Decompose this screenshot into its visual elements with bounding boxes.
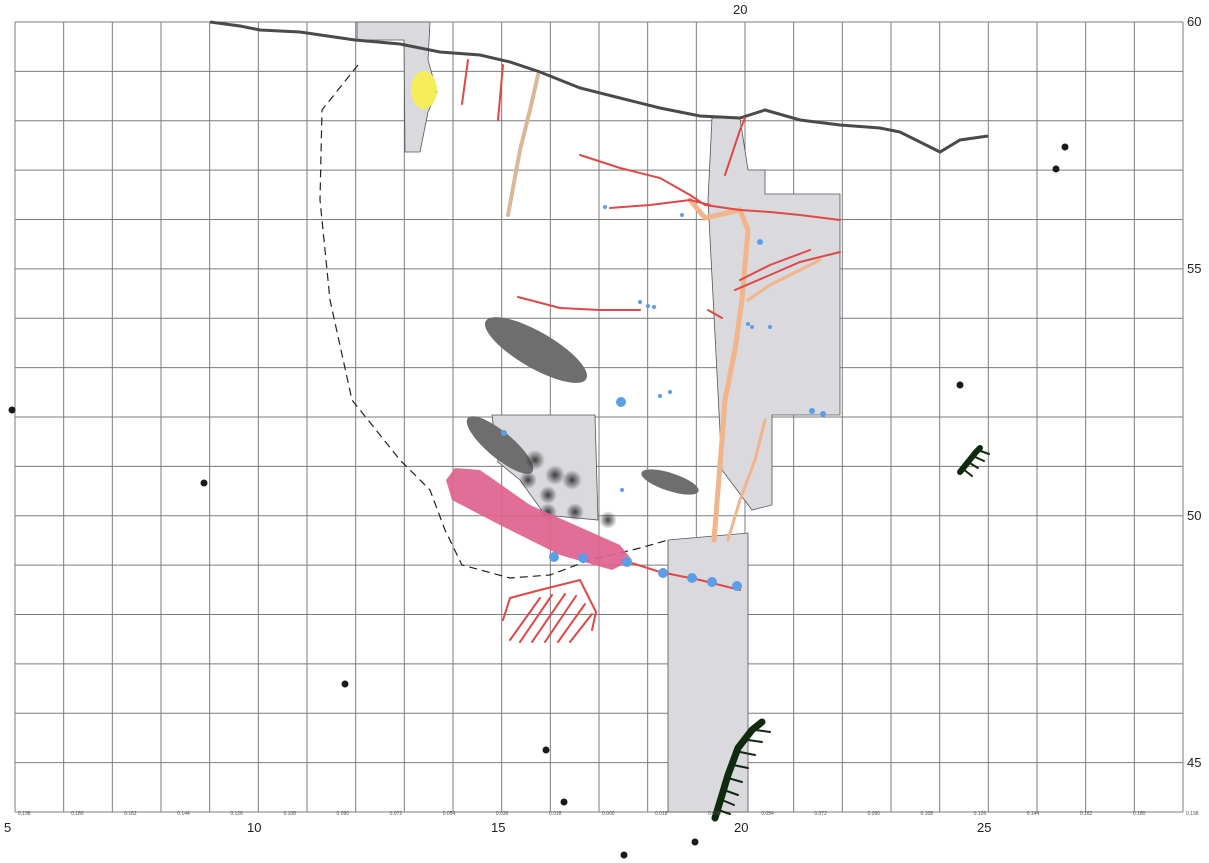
tiny-tick-label: 0.072 xyxy=(814,811,827,817)
dark-ellipses xyxy=(466,317,699,495)
top-axis-label: 20 xyxy=(733,2,748,17)
shaded-area-south xyxy=(667,532,749,813)
bottom-tiny-ticks: 0.198 0.180 0.162 0.144 0.126 0.108 0.090 0.072… xyxy=(18,811,1199,817)
tiny-tick-label: 0.180 xyxy=(71,811,84,817)
coordinate-grid xyxy=(14,21,1184,813)
x-axis-label: 5 xyxy=(4,820,12,835)
x-axis-label: 10 xyxy=(247,820,262,835)
hatched-feature xyxy=(509,593,593,643)
black-points xyxy=(8,143,1069,859)
blue-points xyxy=(501,205,826,591)
dark-ellipse-1 xyxy=(484,317,588,383)
cliff-edge-line xyxy=(209,20,989,154)
dark-ellipse-2 xyxy=(466,416,534,474)
y-axis-label: 60 xyxy=(1187,14,1202,29)
tiny-tick-label: 0.054 xyxy=(443,811,456,817)
tiny-tick-label: 0.198 xyxy=(18,811,31,817)
tiny-tick-label: 0.108 xyxy=(283,811,296,817)
pink-band xyxy=(446,468,632,570)
tiny-tick-label: 0.036 xyxy=(496,811,509,817)
tiny-tick-label: 0.108 xyxy=(921,811,934,817)
x-axis-label: 25 xyxy=(977,820,992,835)
tiny-tick-label: 0.126 xyxy=(230,811,243,817)
shaded-area-north xyxy=(356,21,438,153)
tiny-tick-label: 0.054 xyxy=(761,811,774,817)
dark-green-features xyxy=(711,445,990,822)
tiny-tick-label: 0.198 xyxy=(1186,811,1199,817)
tiny-tick-label: 0.036 xyxy=(708,811,721,817)
tan-features xyxy=(506,73,822,543)
tiny-tick-label: 0.072 xyxy=(390,811,403,817)
tiny-tick-label: 0.144 xyxy=(1027,811,1040,817)
x-axis-label: 20 xyxy=(734,820,749,835)
y-axis-label: 50 xyxy=(1187,508,1202,523)
x-axis-label: 15 xyxy=(491,820,506,835)
dark-ellipse-3 xyxy=(641,469,699,495)
shaded-area-east xyxy=(707,117,841,511)
tiny-tick-label: 0.090 xyxy=(337,811,350,817)
tiny-tick-label: 0.162 xyxy=(124,811,137,817)
tiny-tick-label: 0.162 xyxy=(1080,811,1093,817)
y-axis-label: 45 xyxy=(1187,755,1202,770)
tiny-tick-label: 0.090 xyxy=(867,811,880,817)
y-axis-label: 55 xyxy=(1187,261,1202,276)
tiny-tick-label: 0.018 xyxy=(549,811,562,817)
tiny-tick-label: 0.180 xyxy=(1133,811,1146,817)
green-feature-south xyxy=(711,718,766,822)
yellow-spot xyxy=(411,71,437,109)
tiny-tick-label: 0.126 xyxy=(974,811,987,817)
red-features xyxy=(461,59,841,631)
tiny-tick-label: 0.144 xyxy=(177,811,190,817)
tiny-tick-label: 0.018 xyxy=(655,811,668,817)
tiny-tick-label: 0.000 xyxy=(602,811,615,817)
